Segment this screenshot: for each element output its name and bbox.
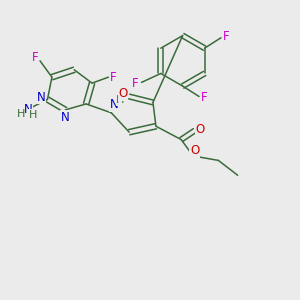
Text: F: F: [32, 51, 39, 64]
Text: F: F: [223, 30, 230, 43]
Text: F: F: [132, 77, 139, 90]
Text: N: N: [61, 111, 70, 124]
Text: N: N: [37, 91, 46, 103]
Text: F: F: [201, 92, 208, 104]
Text: N: N: [24, 103, 32, 116]
Text: H: H: [16, 109, 25, 119]
Text: O: O: [195, 123, 205, 136]
Text: F: F: [110, 71, 116, 84]
Text: O: O: [118, 87, 128, 100]
Text: H: H: [116, 95, 124, 105]
Text: O: O: [190, 144, 199, 157]
Text: N: N: [110, 98, 119, 111]
Text: H: H: [28, 110, 37, 120]
